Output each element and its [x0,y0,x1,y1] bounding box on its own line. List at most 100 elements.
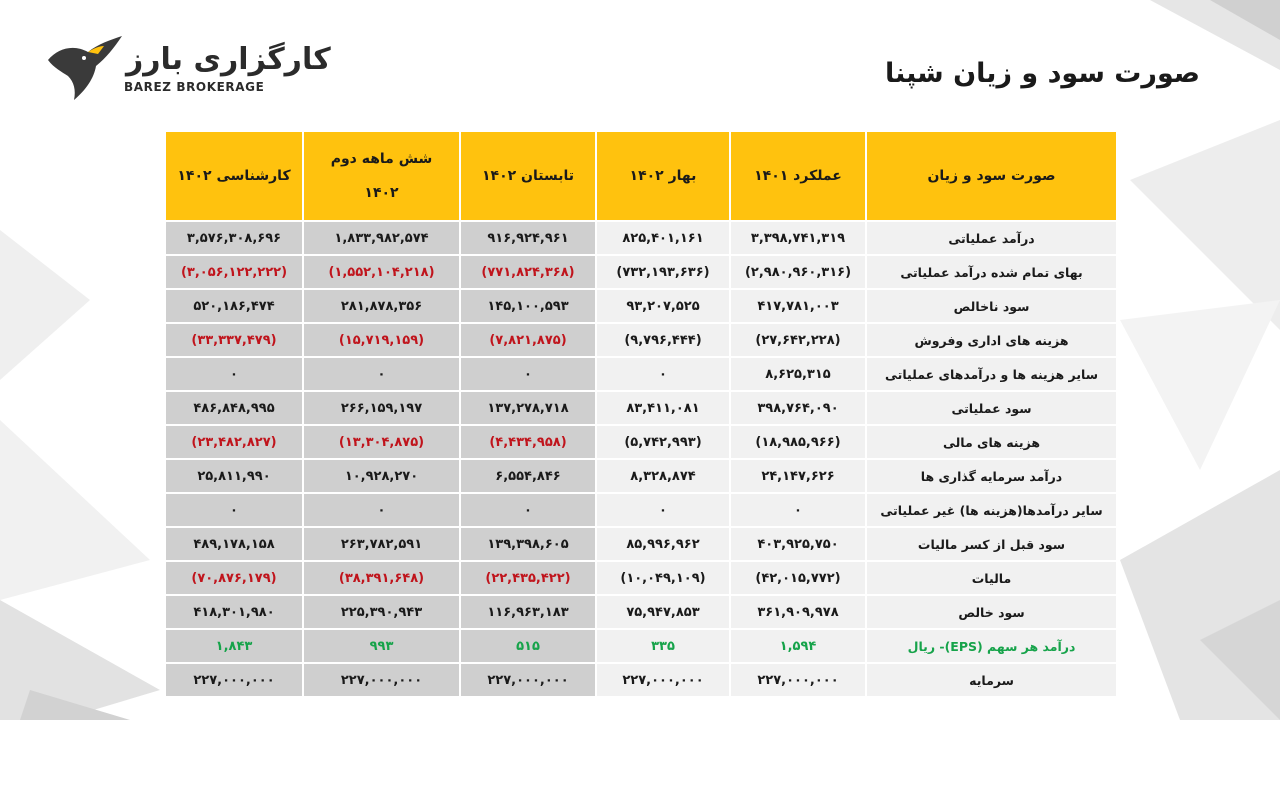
cell-v2: ۸۳,۴۱۱,۰۸۱ [595,390,731,426]
cell-v5: ۲۲۷,۰۰۰,۰۰۰ [164,662,304,698]
table-row: ۴۸۹,۱۷۸,۱۵۸ ۲۶۳,۷۸۲,۵۹۱ ۱۳۹,۳۹۸,۶۰۵ ۸۵,۹۹۶,… [164,526,1118,562]
cell-v4: (۱۳,۳۰۴,۸۷۵) [302,424,461,460]
cell-v1: ۴۱۷,۷۸۱,۰۰۳ [729,288,867,324]
cell-v4: ۲۶۶,۱۵۹,۱۹۷ [302,390,461,426]
header-col2: بهار ۱۴۰۲ [595,130,731,222]
row-label: سود عملیاتی [865,390,1118,426]
cell-v1: ۲۲۷,۰۰۰,۰۰۰ [729,662,867,698]
cell-v5: ۴۸۶,۸۴۸,۹۹۵ [164,390,304,426]
logo-name-fa: کارگزاری بارز [126,42,331,77]
cell-v4: ۰ [302,492,461,528]
cell-v5: (۳۳,۳۳۷,۴۷۹) [164,322,304,358]
cell-v2: ۷۵,۹۴۷,۸۵۳ [595,594,731,630]
cell-v5: ۰ [164,356,304,392]
table-row: (۳۳,۳۳۷,۴۷۹) (۱۵,۷۱۹,۱۵۹) (۷,۸۲۱,۸۷۵) (۹,۷۹… [164,322,1118,358]
cell-v1: ۳۹۸,۷۶۴,۰۹۰ [729,390,867,426]
table-row: (۳,۰۵۶,۱۲۲,۲۲۲) (۱,۵۵۲,۱۰۴,۲۱۸) (۷۷۱,۸۲۴,۳… [164,254,1118,290]
cell-v4: ۲۸۱,۸۷۸,۳۵۶ [302,288,461,324]
cell-v2: (۱۰,۰۴۹,۱۰۹) [595,560,731,596]
cell-v3: ۰ [459,492,597,528]
logo-name-en: BAREZ BROKERAGE [124,80,265,94]
table-row: (۷۰,۸۷۶,۱۷۹) (۳۸,۳۹۱,۶۴۸) (۲۲,۴۳۵,۴۲۲) (۱۰,… [164,560,1118,596]
cell-v1: (۱۸,۹۸۵,۹۶۶) [729,424,867,460]
eagle-logo-icon [48,36,122,100]
cell-v1: (۲۷,۶۴۲,۲۲۸) [729,322,867,358]
income-statement-table-wrapper: کارشناسی ۱۴۰۲ شش ماهه دوم ۱۴۰۲ تابستان ۱… [164,130,1118,698]
table-row: ۴۱۸,۳۰۱,۹۸۰ ۲۲۵,۳۹۰,۹۴۳ ۱۱۶,۹۶۳,۱۸۳ ۷۵,۹۴۷,… [164,594,1118,630]
cell-v5: (۳,۰۵۶,۱۲۲,۲۲۲) [164,254,304,290]
table-body: ۳,۵۷۶,۳۰۸,۶۹۶ ۱,۸۳۳,۹۸۲,۵۷۴ ۹۱۶,۹۲۴,۹۶۱ ۸۲۵… [164,220,1118,698]
cell-v3: (۲۲,۴۳۵,۴۲۲) [459,560,597,596]
header-col4-line1: شش ماهه دوم [330,151,433,167]
cell-v4: (۱,۵۵۲,۱۰۴,۲۱۸) [302,254,461,290]
row-label: سود ناخالص [865,288,1118,324]
page-title: صورت سود و زیان شپنا [884,58,1200,89]
row-label: هزینه های اداری وفروش [865,322,1118,358]
table-row: ۲۵,۸۱۱,۹۹۰ ۱۰,۹۲۸,۲۷۰ ۶,۵۵۴,۸۴۶ ۸,۳۲۸,۸۷۴ ۲۴… [164,458,1118,494]
cell-v4: ۱,۸۳۳,۹۸۲,۵۷۴ [302,220,461,256]
header-col5: کارشناسی ۱۴۰۲ [164,130,304,222]
cell-v1: (۴۲,۰۱۵,۷۷۲) [729,560,867,596]
row-label: سود خالص [865,594,1118,630]
cell-v3: ۱۴۵,۱۰۰,۵۹۳ [459,288,597,324]
cell-v3: ۰ [459,356,597,392]
cell-v2: (۹,۷۹۶,۴۴۴) [595,322,731,358]
cell-v3: ۱۳۹,۳۹۸,۶۰۵ [459,526,597,562]
cell-v1: ۴۰۳,۹۲۵,۷۵۰ [729,526,867,562]
row-label: سایر درآمدها(هزینه ها) غیر عملیاتی [865,492,1118,528]
cell-v5: ۴۸۹,۱۷۸,۱۵۸ [164,526,304,562]
row-label: مالیات [865,560,1118,596]
cell-v5: ۵۲۰,۱۸۶,۴۷۴ [164,288,304,324]
cell-v4: (۱۵,۷۱۹,۱۵۹) [302,322,461,358]
cell-v3: ۵۱۵ [459,628,597,664]
table-row: ۰ ۰ ۰ ۰ ۰ سایر درآمدها(هزینه ها) غیر عملیاتی [164,492,1118,528]
cell-v3: ۱۳۷,۲۷۸,۷۱۸ [459,390,597,426]
table-row: (۲۳,۴۸۲,۸۲۷) (۱۳,۳۰۴,۸۷۵) (۴,۴۳۴,۹۵۸) (۵,۷۴… [164,424,1118,460]
cell-v3: ۹۱۶,۹۲۴,۹۶۱ [459,220,597,256]
table-row: ۲۲۷,۰۰۰,۰۰۰ ۲۲۷,۰۰۰,۰۰۰ ۲۲۷,۰۰۰,۰۰۰ ۲۲۷,۰۰۰… [164,662,1118,698]
row-label: بهای تمام شده درآمد عملیاتی [865,254,1118,290]
cell-v1: ۸,۶۲۵,۳۱۵ [729,356,867,392]
cell-v1: ۰ [729,492,867,528]
row-label: درآمد سرمایه گذاری ها [865,458,1118,494]
cell-v1: ۳,۳۹۸,۷۴۱,۳۱۹ [729,220,867,256]
row-label: سود قبل از کسر مالیات [865,526,1118,562]
cell-v5: ۰ [164,492,304,528]
table-row: ۵۲۰,۱۸۶,۴۷۴ ۲۸۱,۸۷۸,۳۵۶ ۱۴۵,۱۰۰,۵۹۳ ۹۳,۲۰۷,… [164,288,1118,324]
cell-v5: ۱,۸۴۳ [164,628,304,664]
table-row: ۱,۸۴۳ ۹۹۳ ۵۱۵ ۳۳۵ ۱,۵۹۴ درآمد هر سهم (EPS)- ر… [164,628,1118,664]
header-col1: عملکرد ۱۴۰۱ [729,130,867,222]
header-col4: شش ماهه دوم ۱۴۰۲ [302,130,461,222]
cell-v5: ۴۱۸,۳۰۱,۹۸۰ [164,594,304,630]
cell-v5: (۲۳,۴۸۲,۸۲۷) [164,424,304,460]
cell-v2: ۸۵,۹۹۶,۹۶۲ [595,526,731,562]
row-label: درآمد هر سهم (EPS)- ریال [865,628,1118,664]
header-label: صورت سود و زیان [865,130,1118,222]
cell-v5: (۷۰,۸۷۶,۱۷۹) [164,560,304,596]
cell-v1: ۳۶۱,۹۰۹,۹۷۸ [729,594,867,630]
cell-v4: ۰ [302,356,461,392]
cell-v3: ۶,۵۵۴,۸۴۶ [459,458,597,494]
table-header-row: کارشناسی ۱۴۰۲ شش ماهه دوم ۱۴۰۲ تابستان ۱… [164,130,1118,222]
cell-v5: ۳,۵۷۶,۳۰۸,۶۹۶ [164,220,304,256]
cell-v3: (۷,۸۲۱,۸۷۵) [459,322,597,358]
header-col3: تابستان ۱۴۰۲ [459,130,597,222]
cell-v2: ۸۲۵,۴۰۱,۱۶۱ [595,220,731,256]
cell-v2: ۰ [595,492,731,528]
income-statement-table: کارشناسی ۱۴۰۲ شش ماهه دوم ۱۴۰۲ تابستان ۱… [164,130,1118,698]
background-shapes [0,0,1280,720]
cell-v2: ۰ [595,356,731,392]
row-label: سرمایه [865,662,1118,698]
cell-v3: (۷۷۱,۸۲۴,۳۶۸) [459,254,597,290]
table-row: ۴۸۶,۸۴۸,۹۹۵ ۲۶۶,۱۵۹,۱۹۷ ۱۳۷,۲۷۸,۷۱۸ ۸۳,۴۱۱,… [164,390,1118,426]
cell-v1: ۱,۵۹۴ [729,628,867,664]
cell-v2: (۵,۷۴۲,۹۹۳) [595,424,731,460]
brokerage-logo: کارگزاری بارز BAREZ BROKERAGE [44,34,331,104]
cell-v3: ۲۲۷,۰۰۰,۰۰۰ [459,662,597,698]
cell-v2: ۸,۳۲۸,۸۷۴ [595,458,731,494]
row-label: سایر هزینه ها و درآمدهای عملیاتی [865,356,1118,392]
cell-v4: (۳۸,۳۹۱,۶۴۸) [302,560,461,596]
table-row: ۰ ۰ ۰ ۰ ۸,۶۲۵,۳۱۵ سایر هزینه ها و درآمدهای عم… [164,356,1118,392]
cell-v1: (۲,۹۸۰,۹۶۰,۳۱۶) [729,254,867,290]
cell-v4: ۲۲۵,۳۹۰,۹۴۳ [302,594,461,630]
